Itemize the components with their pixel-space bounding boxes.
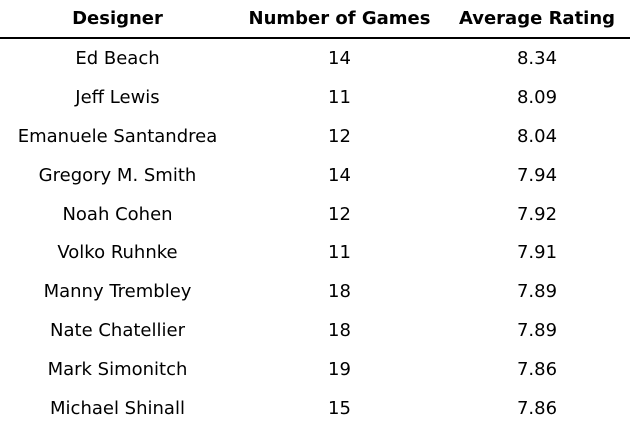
number-of-games-cell: 19 xyxy=(328,359,351,381)
designer-cell: Emanuele Santandrea xyxy=(17,125,218,147)
number-of-games-cell: 18 xyxy=(328,320,351,342)
table-row: Nate Chatellier 18 7.89 xyxy=(0,311,630,350)
average-rating-cell: 7.89 xyxy=(516,281,558,303)
table-row: Noah Cohen 12 7.92 xyxy=(0,195,630,234)
table-row: Michael Shinall 15 7.86 xyxy=(0,389,630,428)
number-of-games-cell: 12 xyxy=(328,125,351,147)
average-rating-cell: 8.34 xyxy=(516,47,558,69)
table-row: Mark Simonitch 19 7.86 xyxy=(0,350,630,389)
number-of-games-cell: 15 xyxy=(328,397,351,419)
average-rating-cell: 7.86 xyxy=(516,359,558,381)
average-rating-cell: 7.94 xyxy=(516,164,558,186)
table-row: Ed Beach 14 8.34 xyxy=(0,38,630,78)
average-rating-cell: 7.92 xyxy=(516,203,558,225)
number-of-games-cell: 12 xyxy=(328,203,351,225)
designer-cell: Nate Chatellier xyxy=(50,320,185,342)
designer-cell: Michael Shinall xyxy=(50,397,185,419)
average-rating-cell: 8.09 xyxy=(516,86,558,108)
designer-cell: Ed Beach xyxy=(75,47,160,69)
designer-cell: Manny Trembley xyxy=(43,281,192,303)
table-row: Volko Ruhnke 11 7.91 xyxy=(0,233,630,272)
table-row: Gregory M. Smith 14 7.94 xyxy=(0,156,630,195)
designer-cell: Mark Simonitch xyxy=(47,359,188,381)
table-row: Jeff Lewis 11 8.09 xyxy=(0,78,630,117)
number-of-games-cell: 18 xyxy=(328,281,351,303)
column-header-designer: Designer xyxy=(0,0,235,39)
average-rating-cell: 8.04 xyxy=(516,125,558,147)
number-of-games-cell: 11 xyxy=(328,86,351,108)
number-of-games-cell: 14 xyxy=(328,164,351,186)
designer-cell: Gregory M. Smith xyxy=(38,164,197,186)
header-row: Designer Number of Games Average Rating xyxy=(0,0,630,39)
designer-cell: Jeff Lewis xyxy=(75,86,160,108)
table-row: Emanuele Santandrea 12 8.04 xyxy=(0,117,630,156)
number-of-games-cell: 11 xyxy=(328,242,351,264)
column-header-number-of-games: Number of Games xyxy=(235,0,444,39)
designer-cell: Volko Ruhnke xyxy=(57,242,178,264)
number-of-games-cell: 14 xyxy=(328,47,351,69)
table-header: Designer Number of Games Average Rating xyxy=(0,0,630,39)
designer-cell: Noah Cohen xyxy=(62,203,173,225)
average-rating-cell: 7.91 xyxy=(516,242,558,264)
column-header-average-rating: Average Rating xyxy=(444,0,630,39)
table-body: Ed Beach 14 8.34 Jeff Lewis 11 8.09 Emanuele S… xyxy=(0,38,630,428)
table-row: Manny Trembley 18 7.89 xyxy=(0,272,630,311)
average-rating-cell: 7.86 xyxy=(516,397,558,419)
average-rating-cell: 7.89 xyxy=(516,320,558,342)
